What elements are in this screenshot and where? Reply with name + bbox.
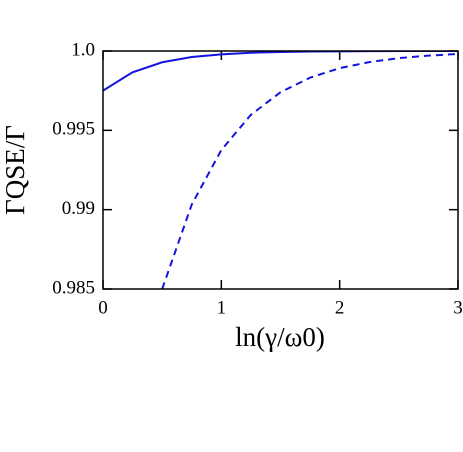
x-tick-label: 0 <box>98 297 108 318</box>
plot-frame <box>102 50 459 290</box>
series-line <box>103 51 458 92</box>
y-tick-label: 0.985 <box>52 277 95 298</box>
y-tick-label: 0.99 <box>62 198 95 219</box>
x-tick-label: 2 <box>335 297 345 318</box>
y-tick-label: 0.995 <box>52 119 95 140</box>
x-axis-label: ln(γ/ω0) <box>235 322 325 352</box>
series-line <box>161 53 458 289</box>
x-tick-label: 3 <box>453 297 463 318</box>
x-tick-label: 1 <box>217 297 227 318</box>
y-tick-label: 1.0 <box>71 39 95 60</box>
y-axis-label: ΓQSE/Γ <box>0 125 30 215</box>
